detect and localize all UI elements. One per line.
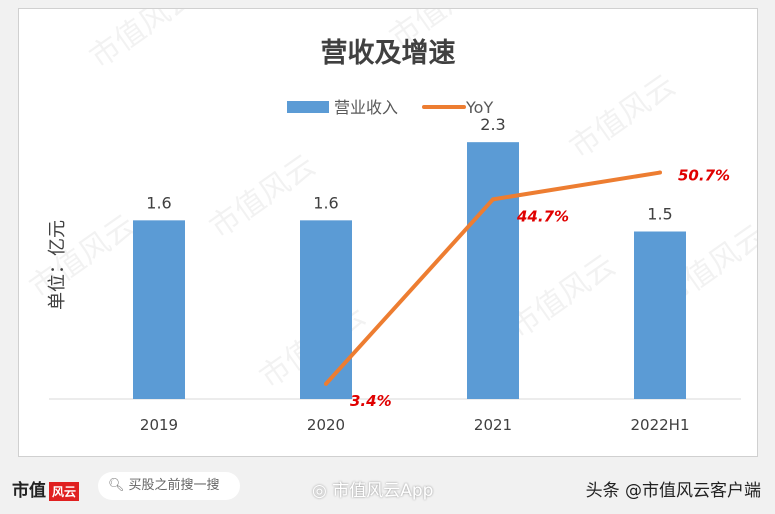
- bar-label-2021: 2.3: [480, 115, 505, 134]
- logo-text: 市值: [12, 481, 46, 501]
- x-tick-2021: 2021: [474, 416, 512, 434]
- x-tick-2019: 2019: [140, 416, 178, 434]
- legend-label-bar: 营业收入: [334, 98, 398, 117]
- weibo-watermark: ◎ 市值风云App: [312, 476, 433, 501]
- bar-label-2022H1: 1.5: [647, 205, 672, 224]
- yoy-point-2021: [491, 197, 495, 202]
- bar-label-2020: 1.6: [313, 193, 338, 212]
- yoy-point-2020: [324, 381, 328, 386]
- bar-2019: [133, 220, 185, 399]
- x-tick-2022H1: 2022H1: [631, 416, 690, 434]
- watermark-text: 市值风云: [24, 208, 142, 305]
- search-box[interactable]: 🔍︎ 买股之前搜一搜: [98, 472, 240, 500]
- search-placeholder: 买股之前搜一搜: [128, 478, 220, 493]
- brand-logo: 市值 风云: [12, 476, 80, 501]
- toutiao-credit: 头条 @市值风云客户端: [585, 481, 761, 501]
- bar-2021: [467, 142, 519, 399]
- weibo-icon: ◎: [312, 481, 333, 501]
- yoy-label-2022H1: 50.7%: [678, 167, 730, 185]
- footer: 市值 风云 🔍︎ 买股之前搜一搜 ◎ 市值风云App 头条 @市值风云客户端: [0, 462, 775, 514]
- watermark-text: 市值风云: [564, 68, 682, 165]
- yoy-label-2021: 44.7%: [516, 207, 569, 225]
- logo-badge: 风云: [49, 481, 80, 501]
- bar-label-2019: 1.6: [146, 193, 171, 212]
- yoy-point-2022H1: [658, 170, 662, 175]
- watermark-text: 市值风云: [504, 248, 622, 345]
- bar-2020: [300, 220, 352, 399]
- search-icon: 🔍︎: [108, 478, 125, 493]
- yoy-label-2020: 3.4%: [350, 392, 392, 410]
- chart-area: 市值风云市值风云市值风云市值风云市值风云市值风云市值风云市值风云营收及增速单位：…: [18, 8, 758, 457]
- watermark-text: 市值风云: [84, 9, 202, 76]
- x-tick-2020: 2020: [307, 416, 345, 434]
- chart-title: 营收及增速: [321, 37, 456, 69]
- weibo-text: 市值风云App: [332, 481, 434, 501]
- legend-swatch-bar: [287, 101, 329, 113]
- chart-svg: 市值风云市值风云市值风云市值风云市值风云市值风云市值风云市值风云营收及增速单位：…: [24, 9, 757, 434]
- legend-label-line: YoY: [465, 98, 493, 117]
- y-axis-label: 单位：亿元: [47, 220, 68, 310]
- bar-2022H1: [634, 231, 686, 399]
